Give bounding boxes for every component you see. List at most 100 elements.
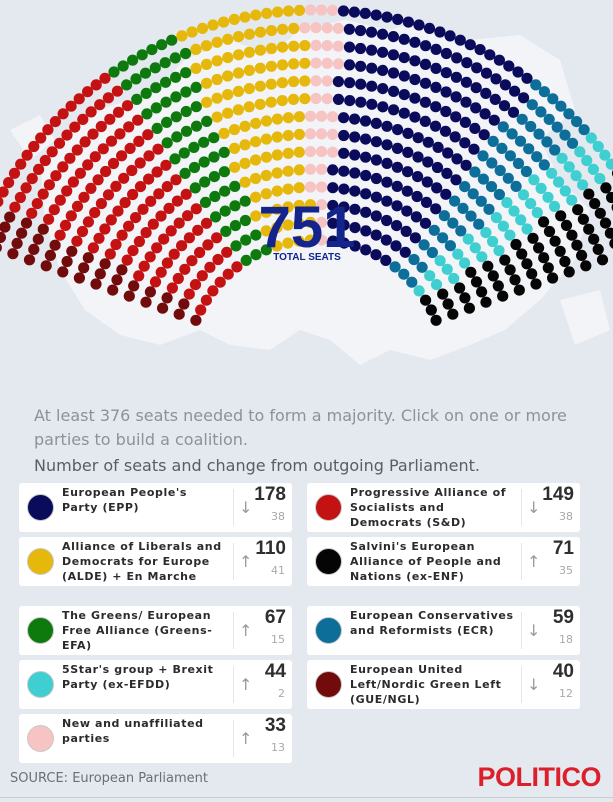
party-card-sd[interactable]: Progressive Alliance of Socialists and D… bbox=[307, 483, 580, 532]
seat-9 bbox=[589, 198, 601, 210]
seat-6 bbox=[366, 62, 378, 74]
seat-3 bbox=[260, 244, 272, 256]
seat-6 bbox=[360, 169, 372, 182]
seat-6 bbox=[440, 86, 452, 98]
seat-4 bbox=[254, 44, 266, 56]
seat-6 bbox=[354, 25, 367, 37]
seat-2 bbox=[15, 158, 27, 170]
seat-9 bbox=[588, 233, 600, 245]
seat-2 bbox=[59, 219, 72, 231]
seat-8 bbox=[517, 189, 530, 201]
seat-3 bbox=[198, 156, 210, 168]
seat-4 bbox=[260, 115, 273, 127]
party-card-ecr[interactable]: European Conservatives and Reformists (E… bbox=[307, 606, 580, 655]
seat-2 bbox=[97, 143, 109, 155]
party-name: Alliance of Liberals and Democrats for E… bbox=[62, 540, 222, 583]
party-card-gue[interactable]: European United Left/Nordic Green Left (… bbox=[307, 660, 580, 709]
seat-2 bbox=[67, 176, 79, 188]
party-card-efdd[interactable]: 5Star's group + Brexit Party (ex-EFDD) ↑ 4… bbox=[19, 660, 292, 709]
seat-3 bbox=[180, 86, 192, 98]
seat-6 bbox=[480, 87, 492, 99]
seat-8 bbox=[434, 255, 446, 267]
seat-7 bbox=[426, 246, 438, 259]
seat-4 bbox=[254, 62, 266, 74]
seat-1 bbox=[0, 243, 2, 252]
seat-2 bbox=[118, 172, 130, 184]
seat-7 bbox=[437, 232, 449, 244]
seat-6 bbox=[370, 136, 382, 148]
seat-9 bbox=[592, 243, 604, 255]
seat-5 bbox=[321, 22, 333, 34]
seat-1 bbox=[111, 274, 123, 286]
seat-6 bbox=[343, 41, 356, 53]
seat-9 bbox=[447, 308, 459, 320]
party-card-alde[interactable]: Alliance of Liberals and Democrats for E… bbox=[19, 537, 292, 586]
seat-2 bbox=[231, 261, 243, 273]
seat-6 bbox=[381, 11, 393, 23]
seat-2 bbox=[3, 177, 15, 189]
card-divider bbox=[233, 543, 234, 580]
seat-4 bbox=[282, 112, 294, 124]
seat-4 bbox=[272, 6, 284, 18]
seat-3 bbox=[139, 67, 152, 79]
seat-4 bbox=[239, 139, 251, 151]
seat-6 bbox=[490, 73, 502, 85]
politico-logo: POLITICO bbox=[477, 762, 602, 792]
seat-9 bbox=[509, 274, 521, 286]
seat-4 bbox=[260, 206, 272, 218]
seat-4 bbox=[222, 107, 234, 119]
seat-2 bbox=[82, 159, 94, 171]
party-seat-change: 38 bbox=[559, 510, 573, 523]
seat-2 bbox=[54, 194, 66, 206]
seat-4 bbox=[288, 76, 300, 88]
seat-5 bbox=[332, 58, 344, 70]
seat-6 bbox=[377, 83, 389, 95]
seat-5 bbox=[310, 75, 322, 87]
arrow-up-icon: ↑ bbox=[527, 552, 541, 571]
seat-7 bbox=[547, 93, 559, 105]
seat-2 bbox=[71, 144, 83, 156]
seat-6 bbox=[370, 9, 382, 21]
party-seats: 40 bbox=[552, 661, 574, 682]
seat-6 bbox=[498, 100, 511, 112]
party-seat-change: 12 bbox=[559, 687, 573, 700]
party-card-epp[interactable]: European People's Party (EPP) ↓ 178 38 bbox=[19, 483, 292, 532]
seat-2 bbox=[82, 216, 94, 228]
seat-7 bbox=[475, 195, 487, 207]
seat-4 bbox=[250, 172, 262, 185]
seat-2 bbox=[204, 261, 216, 273]
party-card-ni[interactable]: New and unaffiliated parties ↑ 33 13 bbox=[19, 714, 292, 763]
seat-8 bbox=[501, 197, 513, 209]
seat-6 bbox=[360, 206, 372, 218]
party-card-enf[interactable]: Salvini's European Alliance of People an… bbox=[307, 537, 580, 586]
seat-4 bbox=[276, 41, 289, 53]
seat-6 bbox=[380, 254, 392, 266]
seat-4 bbox=[276, 77, 288, 89]
seat-3 bbox=[188, 141, 200, 153]
arrow-up-icon: ↑ bbox=[239, 729, 253, 748]
seat-5 bbox=[316, 216, 328, 228]
seat-6 bbox=[327, 164, 339, 176]
seat-2 bbox=[82, 86, 94, 98]
seat-1 bbox=[107, 284, 119, 296]
seat-5 bbox=[316, 234, 328, 246]
party-card-greens[interactable]: The Greens/ European Free Alliance (Gree… bbox=[19, 606, 292, 655]
seat-7 bbox=[571, 116, 583, 128]
seat-9 bbox=[594, 207, 606, 219]
seat-2 bbox=[0, 186, 9, 198]
seat-6 bbox=[355, 96, 367, 108]
seat-6 bbox=[440, 47, 452, 60]
seat-2 bbox=[114, 128, 126, 140]
seat-6 bbox=[349, 167, 361, 179]
seat-5 bbox=[327, 128, 339, 140]
seat-2 bbox=[102, 189, 115, 201]
seat-6 bbox=[402, 16, 414, 28]
seat-3 bbox=[160, 96, 172, 108]
seat-6 bbox=[398, 107, 410, 119]
seat-6 bbox=[450, 174, 462, 186]
seat-9 bbox=[596, 254, 609, 266]
seat-8 bbox=[525, 198, 537, 210]
seat-6 bbox=[421, 176, 433, 188]
party-name: European United Left/Nordic Green Left (… bbox=[350, 663, 502, 706]
seat-4 bbox=[265, 60, 277, 72]
